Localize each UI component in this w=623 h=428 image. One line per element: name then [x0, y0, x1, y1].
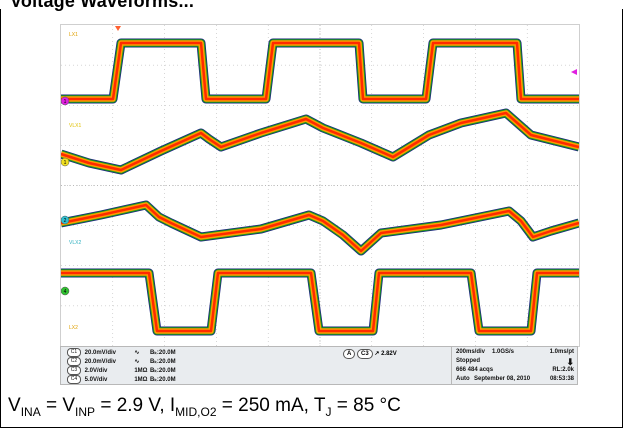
channel-row-c1[interactable]: C1 20.0mV/div ∿ Bₖ:20.0M [67, 348, 176, 357]
channel-scale: 20.0mV/div [84, 359, 117, 366]
header-fragment-text: Voltage Waveforms... [10, 0, 195, 11]
trace-lx2-core [61, 271, 579, 333]
coupling-icon: ∿ [134, 350, 140, 357]
trace-vlx2 [61, 200, 579, 256]
channel-3-marker: 2 [61, 215, 70, 225]
channel-markers: 1 1 2 4 [61, 26, 577, 296]
graticule [61, 25, 579, 346]
channel-scale: 5.0V/div [84, 377, 108, 384]
header-fragment: Voltage Waveforms... [0, 0, 623, 11]
channel-row-c2[interactable]: C2 20.0mV/div ∿ Bₖ:20.0M [67, 357, 176, 366]
trace-lx1-outline [61, 38, 579, 104]
channel-scale: 2.0V/div [84, 368, 108, 375]
rising-edge-icon: ↗ [374, 351, 380, 357]
acq-time: 08:53:38 [549, 376, 574, 382]
channel-1-marker: 1 [61, 96, 70, 106]
channel-2-marker: 1 [61, 157, 70, 167]
acq-mode: Auto [456, 376, 470, 382]
channel-badge: C3 [67, 366, 81, 375]
trigger-level: 2.82V [381, 351, 397, 357]
label-lx2: LX2 [69, 325, 78, 331]
time-per-point: 1.0ms/pt [549, 349, 574, 355]
sample-rate: 1.0GS/s [492, 349, 515, 355]
channel-4-marker-num: 4 [64, 289, 67, 295]
channel-2-marker-num: 1 [64, 160, 67, 166]
acq-count: 666 484 acqs [456, 367, 494, 373]
oscilloscope-screen: 1 1 2 4 LX1 VLX1 VLX2 LX2 [60, 24, 580, 347]
trace-lx1-core [61, 41, 579, 101]
acq-state: Stopped [456, 358, 480, 364]
label-vlx2: VLX2 [69, 240, 81, 246]
channel-4-marker-dot [61, 286, 70, 296]
waveform-traces [61, 38, 579, 336]
channel-2-marker-dot [61, 157, 70, 167]
trigger-source: C3 [357, 349, 373, 359]
label-vlx1: VLX1 [69, 123, 81, 129]
coupling-icon: ∿ [134, 359, 140, 366]
trigger-readout[interactable]: A C3 ↗ 2.82V [343, 349, 405, 359]
record-length: RL:2.0k [552, 367, 574, 373]
down-arrow-icon: ⬇ [566, 357, 574, 367]
trace-vlx1-core [61, 111, 579, 172]
channel-1-marker-dot [61, 96, 70, 106]
bandwidth-limit: Bₖ:20.0M [150, 359, 176, 366]
figure-caption: VINA = VINP = 2.9 V, IMID,O2 = 250 mA, T… [8, 395, 401, 419]
trigger-position-icon [115, 26, 121, 31]
channel-1-marker-num: 1 [64, 99, 67, 105]
bandwidth-limit: Bₖ:20.0M [150, 350, 176, 357]
channel-badge: C2 [67, 357, 81, 366]
acquisition-panel[interactable]: 200ms/div 1.0GS/s 1.0ms/pt Stopped ⬇ 666… [451, 347, 578, 384]
bandwidth-limit: Bₖ:20.0M [150, 377, 176, 384]
trace-lx1 [61, 38, 579, 104]
acq-date: September 08, 2010 [474, 376, 531, 382]
trigger-level-icon [571, 69, 577, 75]
trace-lx1-mid [61, 40, 579, 102]
channel-row-c4[interactable]: C4 5.0V/div 1MΩ Bₖ:20.0M [67, 375, 176, 384]
channel-scale: 20.0mV/div [84, 350, 117, 357]
timebase: 200ms/div [456, 349, 486, 355]
channel-3-marker-num: 2 [64, 218, 67, 224]
trace-vlx1 [61, 108, 579, 175]
trace-vlx2-core [61, 203, 579, 253]
channel-4-marker: 4 [61, 286, 70, 296]
channel-badge: C1 [67, 348, 81, 357]
label-lx1: LX1 [69, 32, 78, 38]
trigger-mode: A [343, 349, 356, 359]
trace-lx1-edge [61, 39, 579, 103]
bandwidth-limit: Bₖ:20.0M [150, 368, 176, 375]
trace-lx2 [61, 268, 579, 336]
channel-badge: C4 [67, 375, 81, 384]
channel-3-marker-dot [61, 215, 70, 225]
scope-display: 1 1 2 4 LX1 VLX1 VLX2 LX2 [61, 25, 579, 346]
coupling-text: 1MΩ [134, 368, 148, 375]
scope-info-bar: C1 20.0mV/div ∿ Bₖ:20.0M C2 20.0mV/div ∿… [60, 346, 578, 385]
channel-row-c3[interactable]: C3 2.0V/div 1MΩ Bₖ:20.0M [67, 366, 176, 375]
coupling-text: 1MΩ [134, 377, 148, 384]
